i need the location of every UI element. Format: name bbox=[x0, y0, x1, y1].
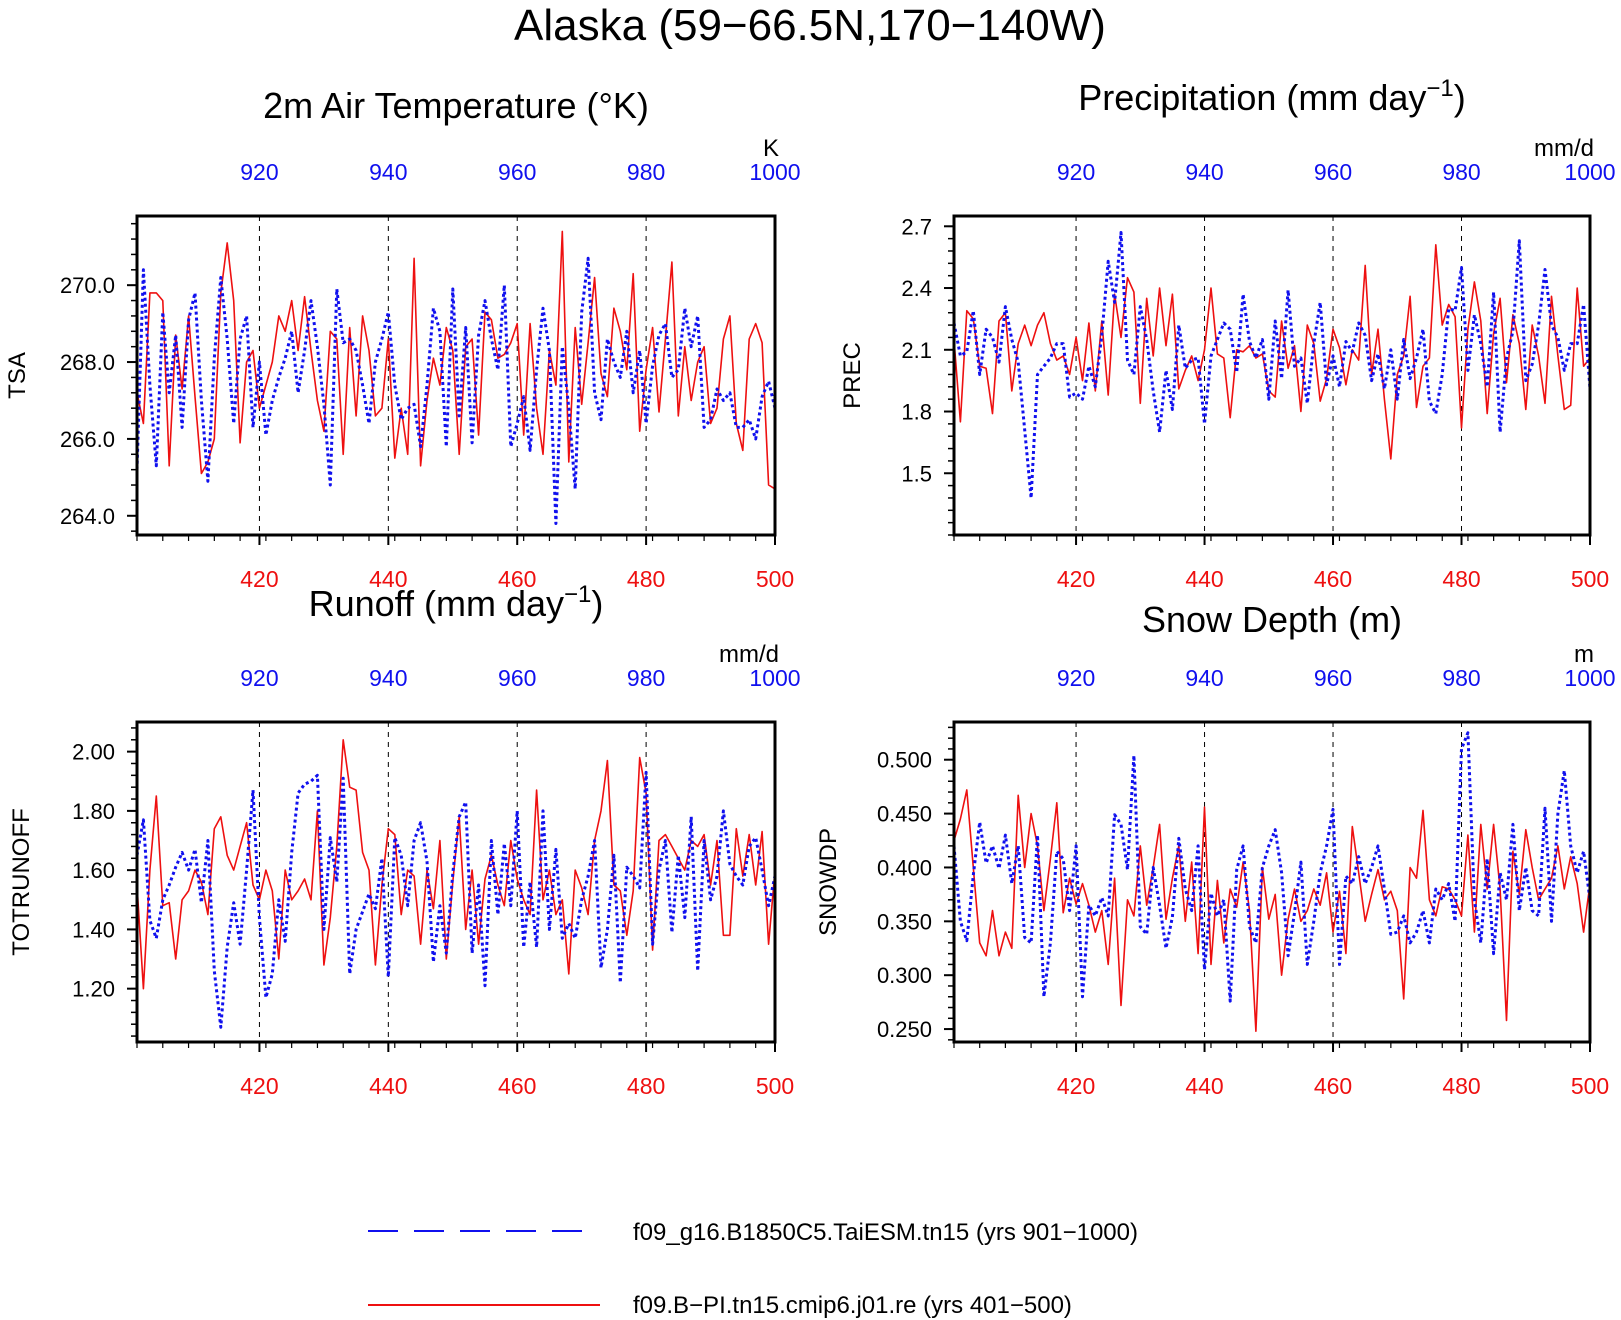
x-tick-label-top: 980 bbox=[1442, 159, 1480, 185]
y-axis-label: PREC bbox=[839, 342, 866, 409]
unit-label: K bbox=[763, 135, 779, 162]
y-tick-label: 0.400 bbox=[877, 855, 932, 880]
x-tick-label-top: 1000 bbox=[1564, 665, 1615, 691]
y-tick-label: 266.0 bbox=[60, 427, 115, 452]
series-line-cmip6 bbox=[136, 738, 776, 990]
x-tick-label-top: 980 bbox=[627, 665, 665, 691]
plot-frame bbox=[135, 214, 777, 537]
x-tick-label-bottom: 420 bbox=[1057, 1073, 1095, 1099]
x-tick-label-top: 960 bbox=[1314, 665, 1352, 691]
x-tick-label-bottom: 460 bbox=[498, 566, 536, 592]
x-tick-label-top: 940 bbox=[369, 159, 407, 185]
x-tick-label-bottom: 480 bbox=[627, 566, 665, 592]
panel-runoff: Runoff (mm day−1) mm/d TOTRUNOFF 1.20 1.40 1.… bbox=[8, 581, 801, 1099]
panel-title-close: ) bbox=[1454, 77, 1466, 118]
x-tick-label-top: 920 bbox=[240, 159, 278, 185]
y-axis-label: TOTRUNOFF bbox=[8, 808, 35, 956]
panel-title: 2m Air Temperature (°K) bbox=[263, 85, 649, 126]
series-line-cmip6 bbox=[953, 789, 1591, 1032]
y-tick-label: 1.20 bbox=[72, 977, 115, 1002]
panel-title: Runoff (mm day−1) bbox=[309, 581, 604, 624]
y-tick-label: 1.60 bbox=[72, 858, 115, 883]
series-line-taiesm bbox=[135, 770, 777, 1029]
x-tick-label-bottom: 460 bbox=[1314, 1073, 1352, 1099]
panel-snow-depth: Snow Depth (m) m SNOWDP 0.250 0.300 0.350 0.40… bbox=[815, 599, 1616, 1099]
x-tick-label-top: 1000 bbox=[749, 665, 800, 691]
x-tick-label-bottom: 500 bbox=[756, 1073, 794, 1099]
series-line-cmip6 bbox=[136, 230, 776, 490]
x-tick-label-bottom: 440 bbox=[369, 1073, 407, 1099]
series-line-taiesm bbox=[135, 256, 777, 525]
plot-frame bbox=[952, 214, 1592, 537]
y-axis-label: TSA bbox=[4, 352, 31, 399]
x-tick-label-bottom: 440 bbox=[1185, 566, 1223, 592]
series-line-taiesm bbox=[952, 231, 1592, 500]
y-tick-label: 0.500 bbox=[877, 748, 932, 773]
legend: f09_g16.B1850C5.TaiESM.tn15 (yrs 901−100… bbox=[368, 1219, 1138, 1319]
x-tick-label-top: 940 bbox=[1185, 159, 1223, 185]
unit-label: m bbox=[1574, 641, 1594, 668]
x-tick-label-top: 960 bbox=[498, 159, 536, 185]
x-tick-label-bottom: 480 bbox=[1442, 566, 1480, 592]
unit-label: mm/d bbox=[719, 641, 779, 668]
plot-frame bbox=[135, 720, 777, 1044]
x-tick-label-bottom: 440 bbox=[369, 566, 407, 592]
y-tick-label: 0.300 bbox=[877, 963, 932, 988]
x-tick-label-top: 920 bbox=[240, 665, 278, 691]
figure-title: Alaska (59−66.5N,170−140W) bbox=[514, 1, 1106, 50]
x-tick-label-top: 960 bbox=[498, 665, 536, 691]
x-tick-label-top: 920 bbox=[1057, 159, 1095, 185]
x-tick-label-top: 940 bbox=[369, 665, 407, 691]
y-tick-label: 2.00 bbox=[72, 740, 115, 765]
x-tick-label-bottom: 420 bbox=[1057, 566, 1095, 592]
x-tick-label-bottom: 420 bbox=[240, 1073, 278, 1099]
x-tick-label-bottom: 480 bbox=[1442, 1073, 1480, 1099]
panel-title: Snow Depth (m) bbox=[1142, 599, 1402, 640]
panel-title: Precipitation (mm day−1) bbox=[1078, 75, 1466, 118]
x-tick-label-bottom: 480 bbox=[627, 1073, 665, 1099]
panel-title-close: ) bbox=[591, 583, 603, 624]
y-tick-label: 1.40 bbox=[72, 917, 115, 942]
y-tick-label: 0.350 bbox=[877, 909, 932, 934]
x-tick-label-top: 980 bbox=[1442, 665, 1480, 691]
series-line-cmip6 bbox=[953, 244, 1591, 460]
y-axis-label: SNOWDP bbox=[815, 828, 842, 936]
y-tick-label: 0.450 bbox=[877, 802, 932, 827]
y-tick-label: 1.5 bbox=[901, 461, 932, 486]
x-tick-label-bottom: 500 bbox=[1571, 1073, 1609, 1099]
x-tick-label-bottom: 440 bbox=[1185, 1073, 1223, 1099]
panel-title-superscript: −1 bbox=[564, 581, 591, 608]
y-tick-label: 1.80 bbox=[72, 799, 115, 824]
x-tick-label-bottom: 460 bbox=[1314, 566, 1352, 592]
unit-label: mm/d bbox=[1534, 135, 1594, 162]
y-tick-label: 1.8 bbox=[901, 400, 932, 425]
x-tick-label-top: 920 bbox=[1057, 665, 1095, 691]
y-tick-label: 2.1 bbox=[901, 338, 932, 363]
x-tick-label-top: 1000 bbox=[749, 159, 800, 185]
legend-label-cmip6: f09.B−PI.tn15.cmip6.j01.re (yrs 401−500) bbox=[633, 1292, 1072, 1319]
x-tick-label-top: 980 bbox=[627, 159, 665, 185]
panel-title-superscript: −1 bbox=[1426, 75, 1453, 102]
x-tick-label-bottom: 460 bbox=[498, 1073, 536, 1099]
x-tick-label-top: 960 bbox=[1314, 159, 1352, 185]
x-tick-label-bottom: 500 bbox=[756, 566, 794, 592]
y-tick-label: 270.0 bbox=[60, 273, 115, 298]
x-tick-label-top: 940 bbox=[1185, 665, 1223, 691]
panel-air-temperature: 2m Air Temperature (°K) K TSA 264.0 266.0 268… bbox=[4, 85, 801, 592]
y-tick-label: 2.4 bbox=[901, 276, 932, 301]
plot-frame bbox=[952, 720, 1592, 1044]
legend-label-taiesm: f09_g16.B1850C5.TaiESM.tn15 (yrs 901−100… bbox=[633, 1219, 1138, 1246]
y-tick-label: 268.0 bbox=[60, 350, 115, 375]
x-tick-label-top: 1000 bbox=[1564, 159, 1615, 185]
x-tick-label-bottom: 500 bbox=[1571, 566, 1609, 592]
y-tick-label: 0.250 bbox=[877, 1017, 932, 1042]
x-tick-label-bottom: 420 bbox=[240, 566, 278, 592]
panel-precipitation: Precipitation (mm day−1) mm/d PREC 1.5 1.8 2.… bbox=[839, 75, 1616, 592]
y-tick-label: 2.7 bbox=[901, 214, 932, 239]
y-tick-label: 264.0 bbox=[60, 504, 115, 529]
